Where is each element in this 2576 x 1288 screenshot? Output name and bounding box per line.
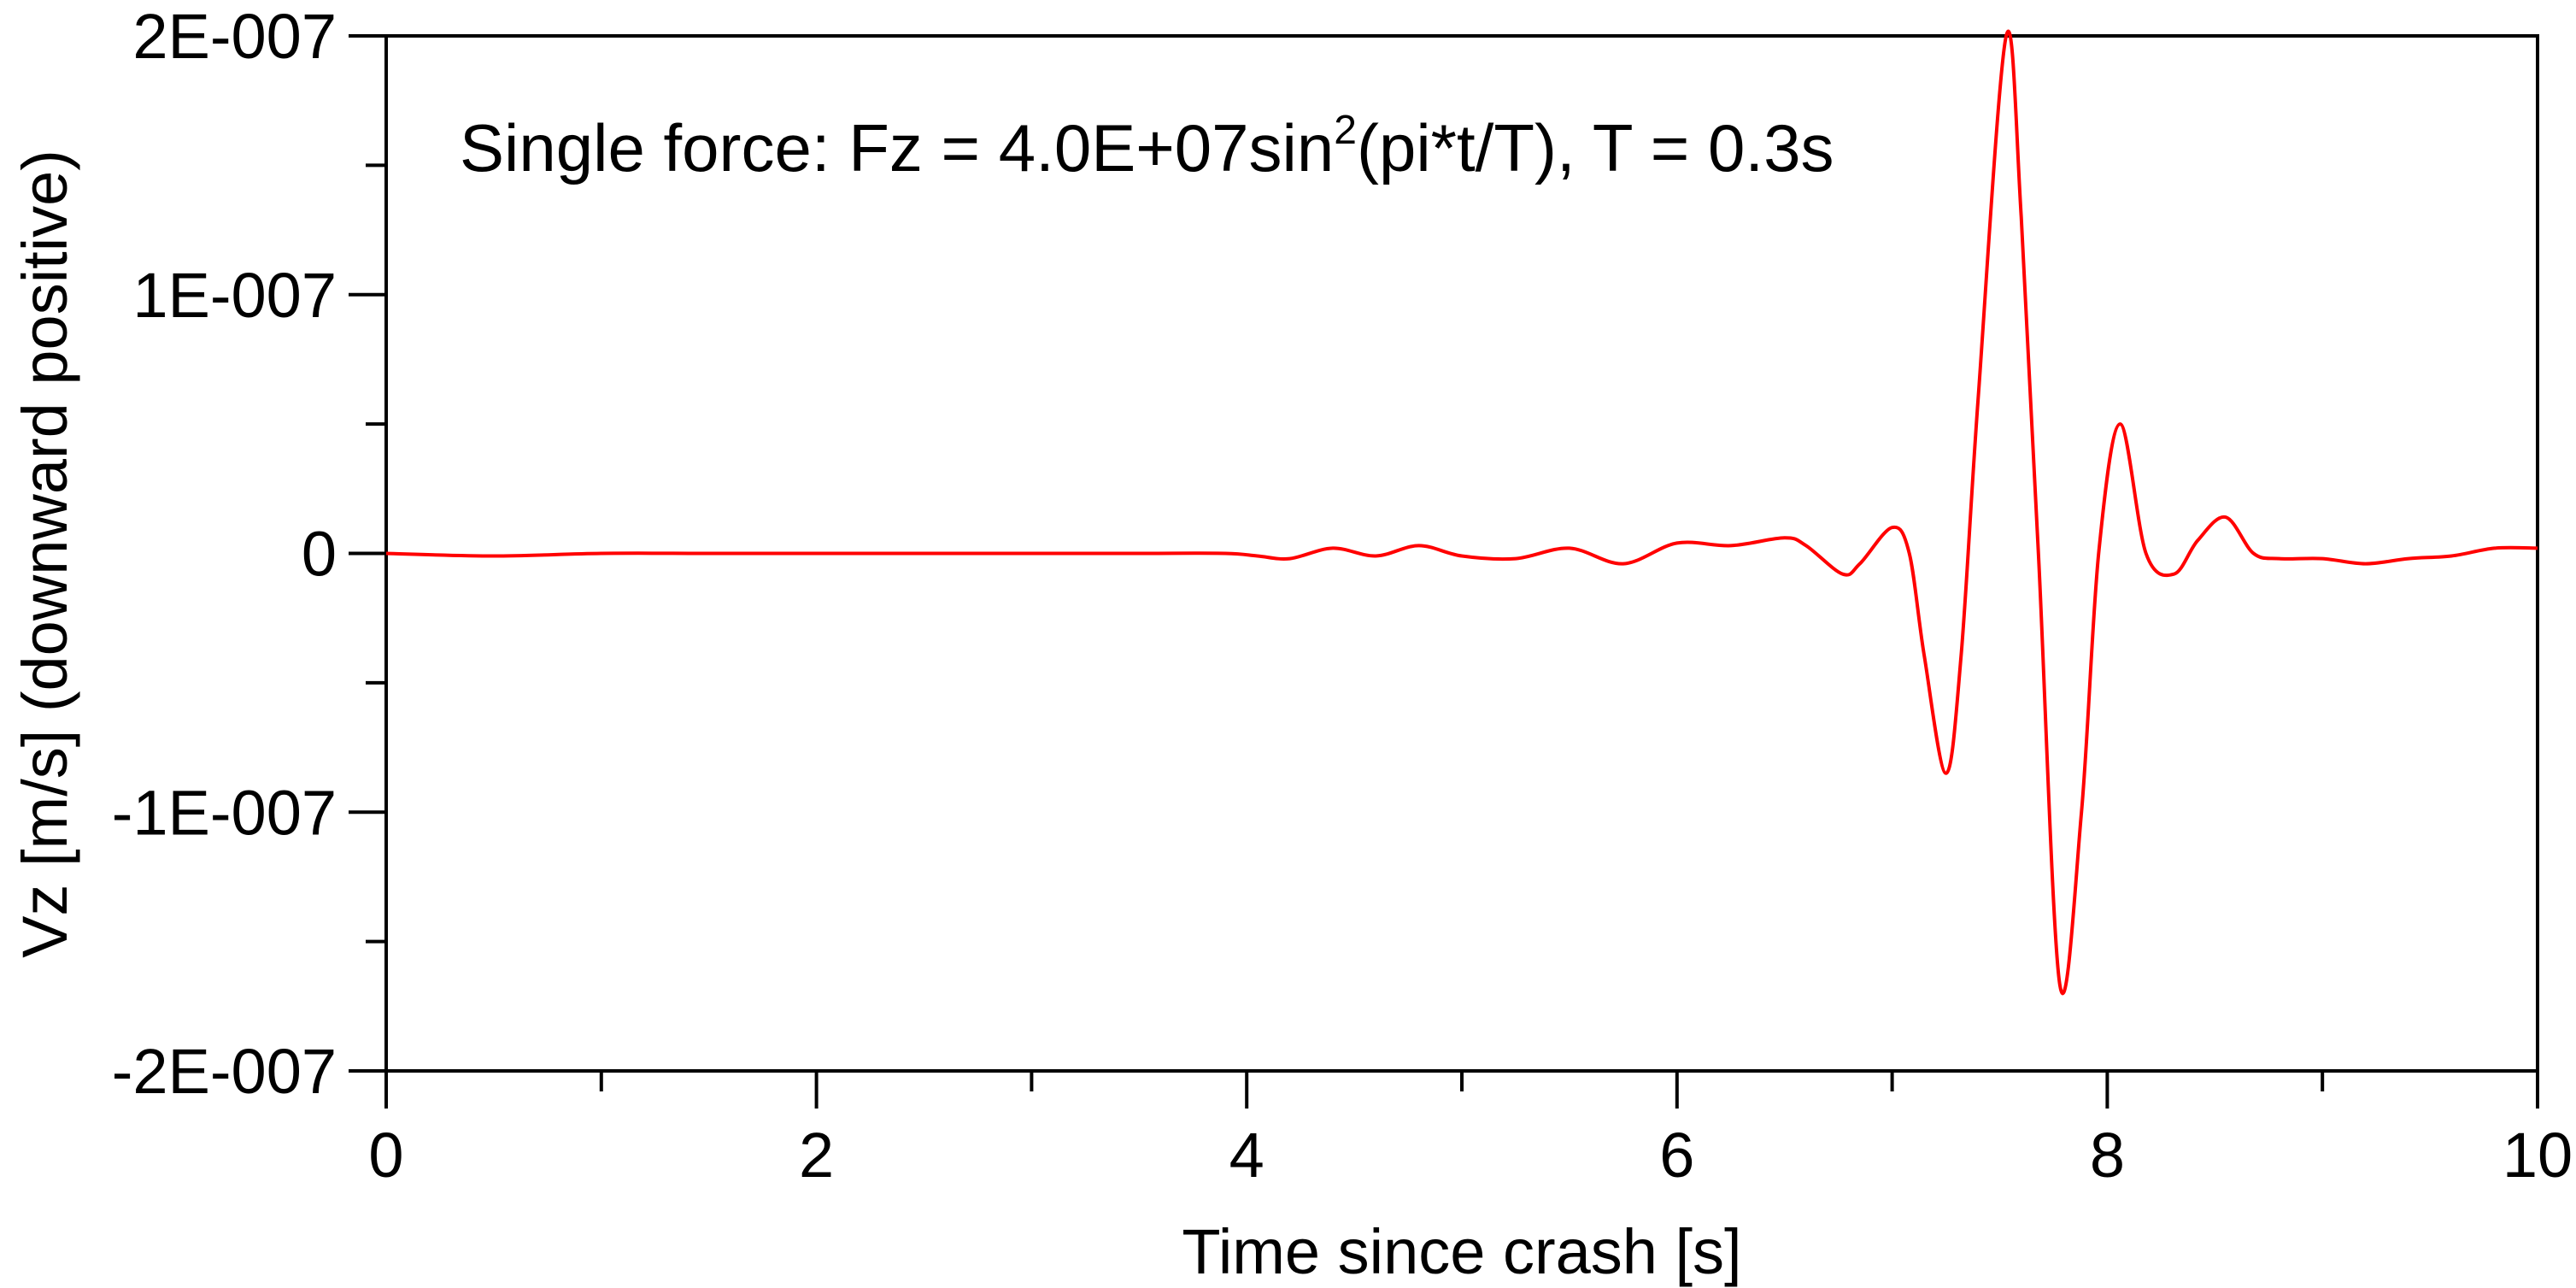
y-axis-label: Vz [m/s] (downward positive) [9, 150, 80, 958]
series-line-vz [385, 29, 2538, 996]
y-tick-label: 2E-007 [132, 1, 337, 72]
y-axis: 2E-007 1E-007 0 -1E-007 -2E-007 [112, 1, 386, 1107]
x-tick-label: 10 [2503, 1120, 2573, 1191]
x-tick-label: 4 [1229, 1120, 1265, 1191]
y-tick-label: -1E-007 [112, 777, 337, 848]
y-tick-label: 1E-007 [132, 260, 337, 331]
x-tick-label: 8 [2090, 1120, 2125, 1191]
x-tick-label: 6 [1659, 1120, 1694, 1191]
x-axis: 0 2 4 6 8 10 [368, 1071, 2573, 1191]
y-tick-label: 0 [302, 519, 337, 590]
x-tick-label: 2 [799, 1120, 834, 1191]
x-tick-label: 0 [368, 1120, 403, 1191]
y-tick-label: -2E-007 [112, 1036, 337, 1107]
force-annotation: Single force: Fz = 4.0E+07sin2(pi*t/T), … [460, 108, 1834, 185]
x-axis-label: Time since crash [s] [1182, 1216, 1741, 1287]
